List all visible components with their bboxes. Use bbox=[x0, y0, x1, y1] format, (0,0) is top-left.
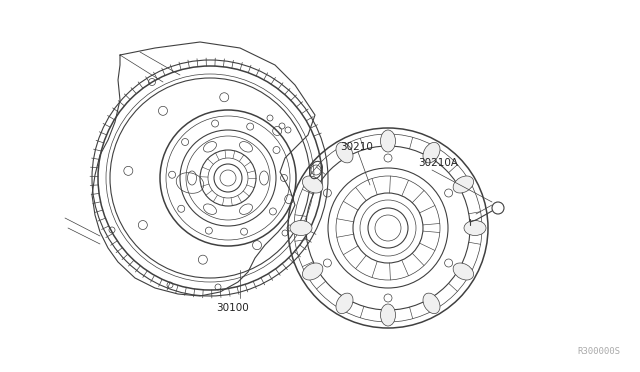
Ellipse shape bbox=[464, 221, 486, 235]
Ellipse shape bbox=[336, 293, 353, 314]
Text: 30210: 30210 bbox=[340, 142, 373, 152]
Ellipse shape bbox=[303, 176, 323, 193]
Ellipse shape bbox=[423, 142, 440, 163]
Ellipse shape bbox=[336, 142, 353, 163]
Ellipse shape bbox=[381, 130, 396, 152]
Ellipse shape bbox=[303, 263, 323, 280]
Ellipse shape bbox=[453, 176, 474, 193]
Text: 30210A: 30210A bbox=[418, 158, 458, 168]
Ellipse shape bbox=[290, 221, 312, 235]
Ellipse shape bbox=[423, 293, 440, 314]
Ellipse shape bbox=[453, 263, 474, 280]
Text: R300000S: R300000S bbox=[577, 347, 620, 356]
Ellipse shape bbox=[381, 304, 396, 326]
Text: 30100: 30100 bbox=[216, 303, 249, 313]
